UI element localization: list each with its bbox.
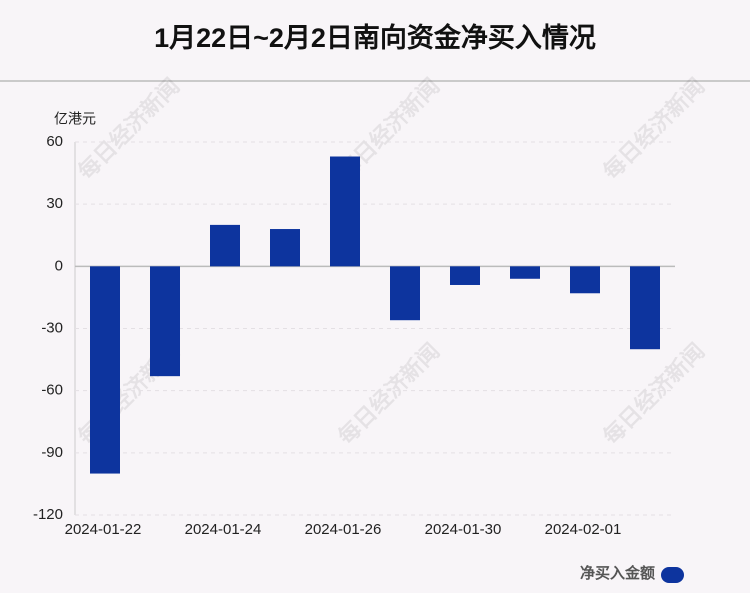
bar xyxy=(450,266,480,285)
y-tick-label: -120 xyxy=(33,506,63,523)
bar xyxy=(330,156,360,267)
bar xyxy=(630,266,660,350)
legend-swatch xyxy=(661,567,684,583)
y-tick-label: 0 xyxy=(55,257,63,274)
legend-label: 净买入金额 xyxy=(580,564,655,582)
bar xyxy=(210,224,240,267)
y-tick-label: 60 xyxy=(46,133,63,150)
y-tick-label: -30 xyxy=(41,319,63,336)
bar xyxy=(570,266,600,294)
bar xyxy=(390,266,420,321)
x-tick-label: 2024-01-24 xyxy=(185,521,262,538)
bar xyxy=(150,266,180,377)
y-axis-label: 亿港元 xyxy=(54,111,96,127)
bar xyxy=(510,266,540,279)
bar xyxy=(90,266,120,474)
chart-title: 1月22日~2月2日南向资金净买入情况 xyxy=(154,22,596,53)
x-tick-label: 2024-01-30 xyxy=(425,521,502,538)
plot: -120 -90 -60 -30 0 30 60 2024-01-22 2024-01-24 20… xyxy=(33,133,675,538)
x-tick-label: 2024-01-22 xyxy=(65,521,142,538)
y-tick-label: -60 xyxy=(41,382,63,399)
y-tick-label: -90 xyxy=(41,444,63,461)
bar xyxy=(270,229,300,267)
x-tick-label: 2024-01-26 xyxy=(305,521,382,538)
y-tick-label: 30 xyxy=(46,195,63,212)
x-tick-label: 2024-02-01 xyxy=(545,521,622,538)
